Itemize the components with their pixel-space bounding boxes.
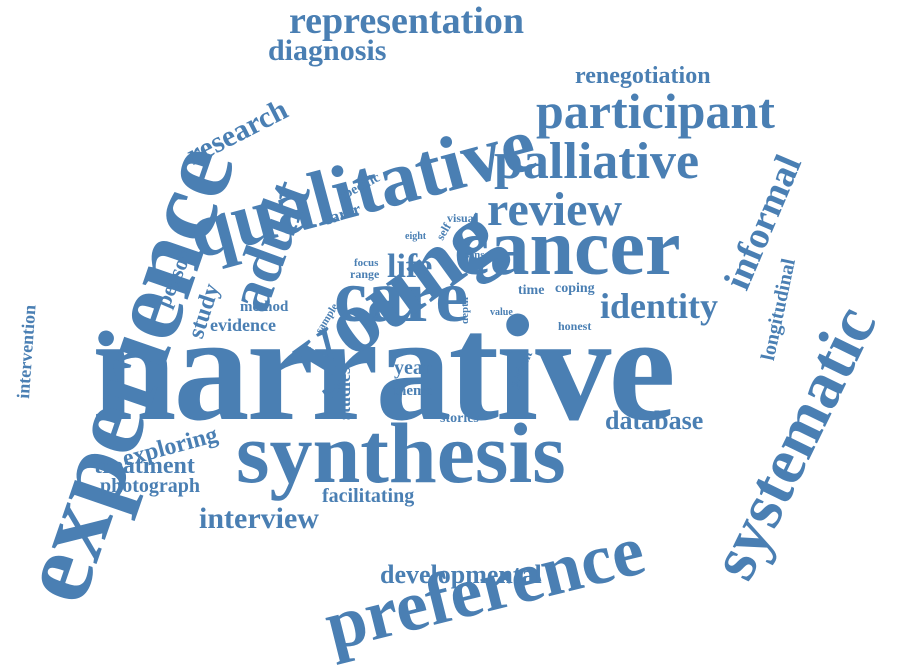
word-sense: sense: [465, 249, 490, 261]
word-evidence: evidence: [210, 315, 276, 335]
word-method: method: [240, 299, 289, 315]
word-depth: depth: [459, 297, 471, 324]
word-photograph: photograph: [100, 475, 201, 497]
word-cancer: cancer: [454, 204, 681, 292]
word-theme: theme: [393, 383, 433, 399]
word-care: care: [334, 256, 469, 338]
word-honest: honest: [558, 319, 592, 333]
word-studies: studies: [334, 366, 354, 420]
word-intervention: intervention: [13, 304, 40, 400]
word-visual: visual: [447, 211, 478, 225]
word-palliative: palliative: [494, 133, 700, 190]
word-synthesis: synthesis: [236, 405, 566, 501]
word-stories: stories: [440, 411, 479, 426]
word-facilitating: facilitating: [322, 485, 415, 507]
word-value: value: [490, 307, 513, 318]
word-year: year: [394, 357, 432, 379]
word-coping: coping: [555, 281, 595, 296]
word-developmental: developmental: [380, 560, 542, 589]
word-eight: eight: [405, 231, 427, 242]
word-research: research: [181, 92, 294, 172]
word-interview: interview: [199, 502, 319, 535]
word-life: life: [387, 248, 433, 285]
word-range: range: [350, 267, 380, 281]
word-systematic: systematic: [696, 294, 891, 591]
word-review: review: [487, 183, 623, 236]
word-focus: focus: [354, 257, 379, 269]
word-participant: participant: [536, 83, 775, 139]
word-diagnosis: diagnosis: [268, 34, 387, 67]
word-database: database: [605, 406, 704, 435]
word-narrative: narrative: [92, 284, 676, 452]
word-identity: identity: [600, 286, 719, 326]
word-treatment: treatment: [94, 453, 195, 479]
word-renegotiation: renegotiation: [575, 63, 711, 89]
word-time: time: [518, 283, 545, 298]
word-representation: representation: [289, 0, 525, 42]
